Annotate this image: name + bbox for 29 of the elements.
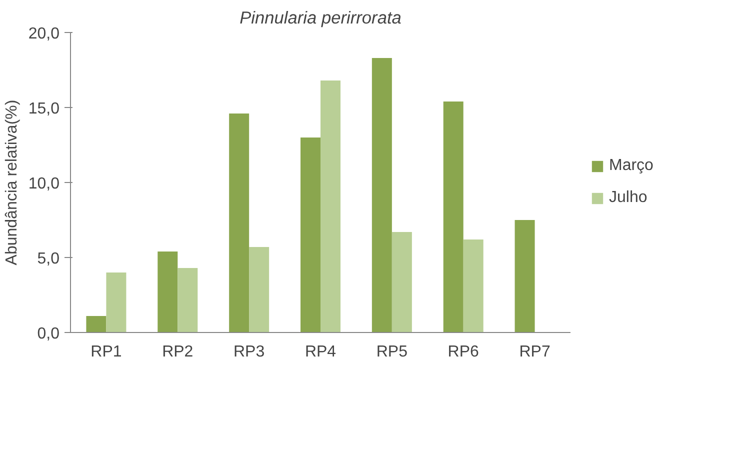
bar — [514, 220, 535, 332]
x-tick-label: RP4 — [304, 344, 336, 360]
bar — [178, 268, 198, 332]
x-tick-label: RP7 — [519, 344, 550, 360]
bar — [463, 240, 484, 332]
bar — [320, 80, 340, 332]
bar — [106, 272, 126, 332]
bar — [443, 102, 464, 332]
legend-label: Julho — [609, 189, 648, 207]
y-tick-label: 15,0 — [28, 100, 60, 118]
y-tick-label: 0,0 — [37, 326, 60, 342]
x-tick-label: RP5 — [376, 344, 408, 360]
x-tick-label: RP3 — [234, 344, 265, 360]
x-tick-label: RP6 — [448, 344, 480, 360]
legend-label: Março — [609, 157, 654, 175]
bar — [300, 138, 320, 332]
bar — [392, 232, 412, 332]
bar — [229, 114, 250, 332]
y-tick-label: 10,0 — [28, 176, 60, 192]
bar — [372, 58, 392, 332]
y-axis-title: Abundância relativa(%) — [3, 100, 20, 266]
x-tick-label: RP2 — [162, 344, 194, 360]
bar — [249, 247, 270, 332]
chart-title: Pinnularia perirrorata — [240, 8, 402, 28]
y-tick-label: 20,0 — [28, 26, 60, 42]
x-tick-label: RP1 — [90, 344, 122, 360]
y-tick-label: 5,0 — [37, 250, 60, 268]
bar — [158, 252, 178, 332]
bar — [86, 316, 106, 332]
